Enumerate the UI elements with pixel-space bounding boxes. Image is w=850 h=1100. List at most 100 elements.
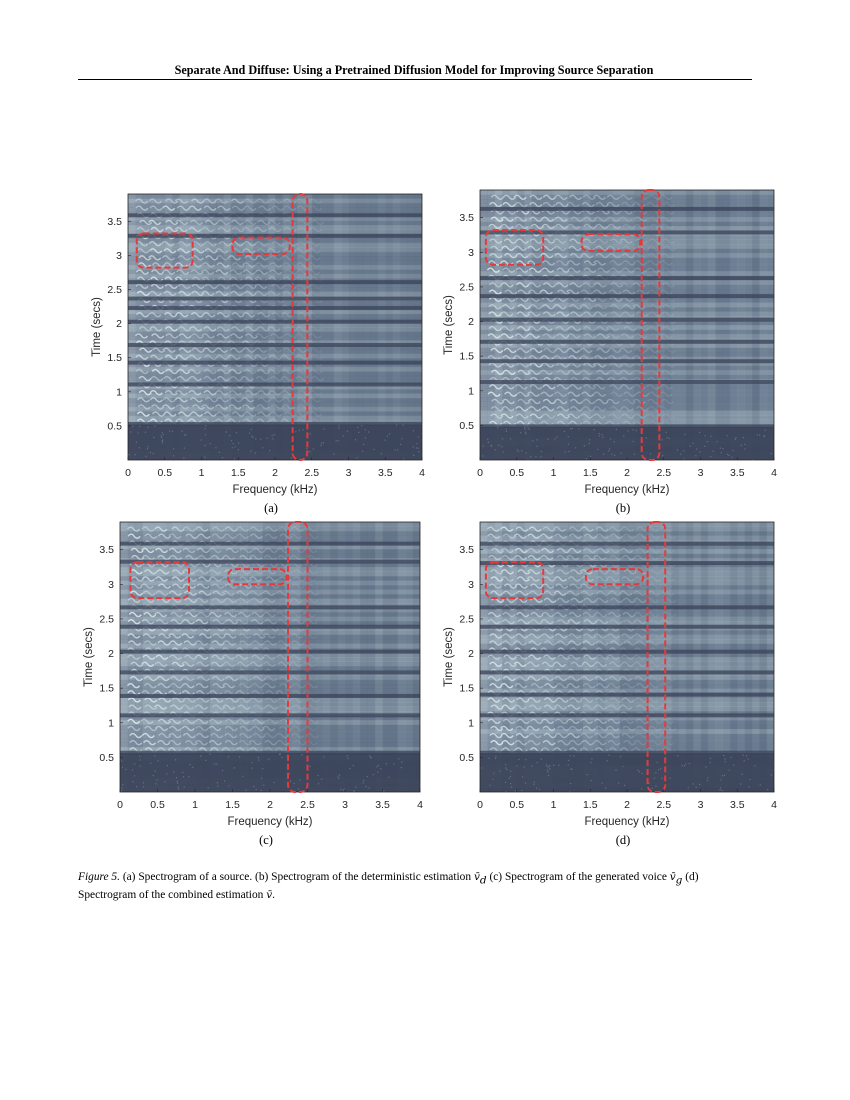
x-tick-label: 1 bbox=[551, 799, 557, 811]
x-tick-label: 3.5 bbox=[375, 799, 390, 811]
x-tick-label: 3.5 bbox=[730, 799, 745, 811]
x-tick-label: 3 bbox=[698, 467, 704, 479]
y-axis-label: Time (secs) bbox=[443, 627, 455, 687]
subfigure-label: (b) bbox=[616, 501, 631, 515]
highlight-box bbox=[484, 561, 545, 600]
y-tick-label: 2 bbox=[116, 318, 122, 330]
y-tick-label: 2.5 bbox=[459, 281, 474, 293]
x-tick-label: 0 bbox=[477, 467, 483, 479]
y-tick-label: 1 bbox=[108, 717, 114, 729]
y-tick-label: 1.5 bbox=[99, 683, 114, 695]
y-tick-label: 1.5 bbox=[107, 352, 122, 364]
y-tick-label: 3.5 bbox=[107, 216, 122, 228]
y-tick-label: 2 bbox=[468, 316, 474, 328]
y-tick-label: 0.5 bbox=[99, 752, 114, 764]
y-tick-label: 0.5 bbox=[107, 420, 122, 432]
x-tick-label: 2 bbox=[624, 799, 630, 811]
y-tick-label: 2.5 bbox=[99, 613, 114, 625]
caption-text-a: (a) Spectrogram of a source. (b) Spectro… bbox=[119, 871, 474, 883]
caption-symbol-vg: v̄ bbox=[669, 871, 676, 883]
highlight-box bbox=[231, 236, 291, 256]
x-tick-label: 3.5 bbox=[730, 467, 745, 479]
x-tick-label: 0 bbox=[117, 799, 123, 811]
x-tick-label: 2 bbox=[624, 467, 630, 479]
highlight-box bbox=[484, 229, 545, 266]
x-tick-label: 3 bbox=[342, 799, 348, 811]
x-tick-label: 2 bbox=[272, 467, 278, 479]
x-tick-label: 3 bbox=[346, 467, 352, 479]
caption-text-b: (c) Spectrogram of the generated voice bbox=[486, 871, 670, 883]
x-tick-label: 0.5 bbox=[509, 467, 524, 479]
x-tick-label: 1 bbox=[192, 799, 198, 811]
highlight-box bbox=[291, 193, 309, 461]
x-tick-label: 1.5 bbox=[231, 467, 246, 479]
highlight-box bbox=[584, 568, 645, 586]
y-tick-label: 1.5 bbox=[459, 351, 474, 363]
x-tick-label: 2.5 bbox=[300, 799, 315, 811]
caption-text-c: (d) Spectrogram of the combined estimati… bbox=[78, 871, 699, 901]
x-axis-label: Frequency (kHz) bbox=[233, 484, 318, 496]
x-tick-label: 4 bbox=[419, 467, 425, 479]
spectrogram-image bbox=[480, 522, 774, 792]
highlight-box bbox=[646, 521, 667, 793]
highlight-box bbox=[129, 561, 190, 600]
x-tick-label: 4 bbox=[771, 467, 777, 479]
x-tick-label: 2.5 bbox=[656, 467, 671, 479]
highlight-box bbox=[227, 568, 288, 586]
x-tick-label: 1.5 bbox=[583, 467, 598, 479]
x-tick-label: 0.5 bbox=[157, 467, 172, 479]
caption-symbol-vd: v̄ bbox=[473, 871, 480, 883]
x-tick-label: 1 bbox=[199, 467, 205, 479]
caption-subscript-g: g bbox=[675, 874, 683, 887]
subfigure-label: (c) bbox=[259, 833, 273, 847]
highlight-box bbox=[287, 521, 309, 793]
x-tick-label: 1.5 bbox=[583, 799, 598, 811]
highlight-box bbox=[580, 233, 642, 252]
figure-caption: Figure 5. (a) Spectrogram of a source. (… bbox=[78, 870, 758, 902]
x-tick-label: 3.5 bbox=[378, 467, 393, 479]
running-header: Separate And Diffuse: Using a Pretrained… bbox=[174, 63, 654, 77]
x-tick-label: 2.5 bbox=[304, 467, 319, 479]
y-tick-label: 3 bbox=[468, 247, 474, 259]
y-tick-label: 0.5 bbox=[459, 420, 474, 432]
y-tick-label: 1 bbox=[468, 717, 474, 729]
y-axis-label: Time (secs) bbox=[83, 627, 95, 687]
spectrogram-image bbox=[120, 522, 420, 792]
x-tick-label: 2 bbox=[267, 799, 273, 811]
y-tick-label: 1 bbox=[116, 386, 122, 398]
subfigure-label: (d) bbox=[616, 833, 631, 847]
y-tick-label: 2.5 bbox=[459, 613, 474, 625]
subfigure-label: (a) bbox=[264, 501, 278, 515]
spectrogram-panel-d: 0 0.5 1 1.5 2 2.5 3 3.5 4 0.5 1 1.5 2 2.5 3 3.5 Frequenc… bbox=[443, 521, 777, 847]
y-tick-label: 1.5 bbox=[459, 683, 474, 695]
x-tick-label: 0 bbox=[477, 799, 483, 811]
spectrogram-panel-c: 0 0.5 1 1.5 2 2.5 3 3.5 4 0.5 1 1.5 2 2.5 3 3.5 Frequenc… bbox=[83, 521, 423, 847]
x-tick-label: 3 bbox=[698, 799, 704, 811]
highlight-box bbox=[640, 189, 661, 461]
caption-subscript-d: d bbox=[479, 874, 487, 887]
y-tick-label: 2 bbox=[108, 648, 114, 660]
x-axis-label: Frequency (kHz) bbox=[585, 816, 670, 828]
header-rule bbox=[78, 79, 752, 80]
caption-figure-label: Figure 5. bbox=[78, 871, 120, 883]
y-tick-label: 2.5 bbox=[107, 284, 122, 296]
highlight-box bbox=[135, 232, 194, 269]
x-axis-label: Frequency (kHz) bbox=[585, 484, 670, 496]
figure-5: 0 0.5 1 1.5 2 2.5 3 3.5 4 0.5 1 1.5 2 2.5 3 3.5 Frequenc… bbox=[83, 189, 777, 847]
y-tick-label: 3.5 bbox=[459, 212, 474, 224]
x-tick-label: 1 bbox=[551, 467, 557, 479]
x-tick-label: 0 bbox=[125, 467, 131, 479]
spectrogram-panel-a: 0 0.5 1 1.5 2 2.5 3 3.5 4 0.5 1 1.5 2 2.5 3 3.5 Frequenc… bbox=[91, 193, 425, 515]
y-tick-label: 1 bbox=[468, 385, 474, 397]
y-tick-label: 3 bbox=[468, 579, 474, 591]
y-tick-label: 3.5 bbox=[99, 544, 114, 556]
caption-symbol-v: v̄ bbox=[266, 888, 273, 901]
x-tick-label: 0.5 bbox=[509, 799, 524, 811]
y-tick-label: 2 bbox=[468, 648, 474, 660]
y-tick-label: 3 bbox=[116, 250, 122, 262]
y-axis-label: Time (secs) bbox=[443, 295, 455, 355]
x-tick-label: 4 bbox=[771, 799, 777, 811]
y-tick-label: 3.5 bbox=[459, 544, 474, 556]
x-tick-label: 4 bbox=[417, 799, 423, 811]
spectrogram-panel-b: 0 0.5 1 1.5 2 2.5 3 3.5 4 0.5 1 1.5 2 2.5 3 3.5 Frequenc… bbox=[443, 189, 777, 515]
